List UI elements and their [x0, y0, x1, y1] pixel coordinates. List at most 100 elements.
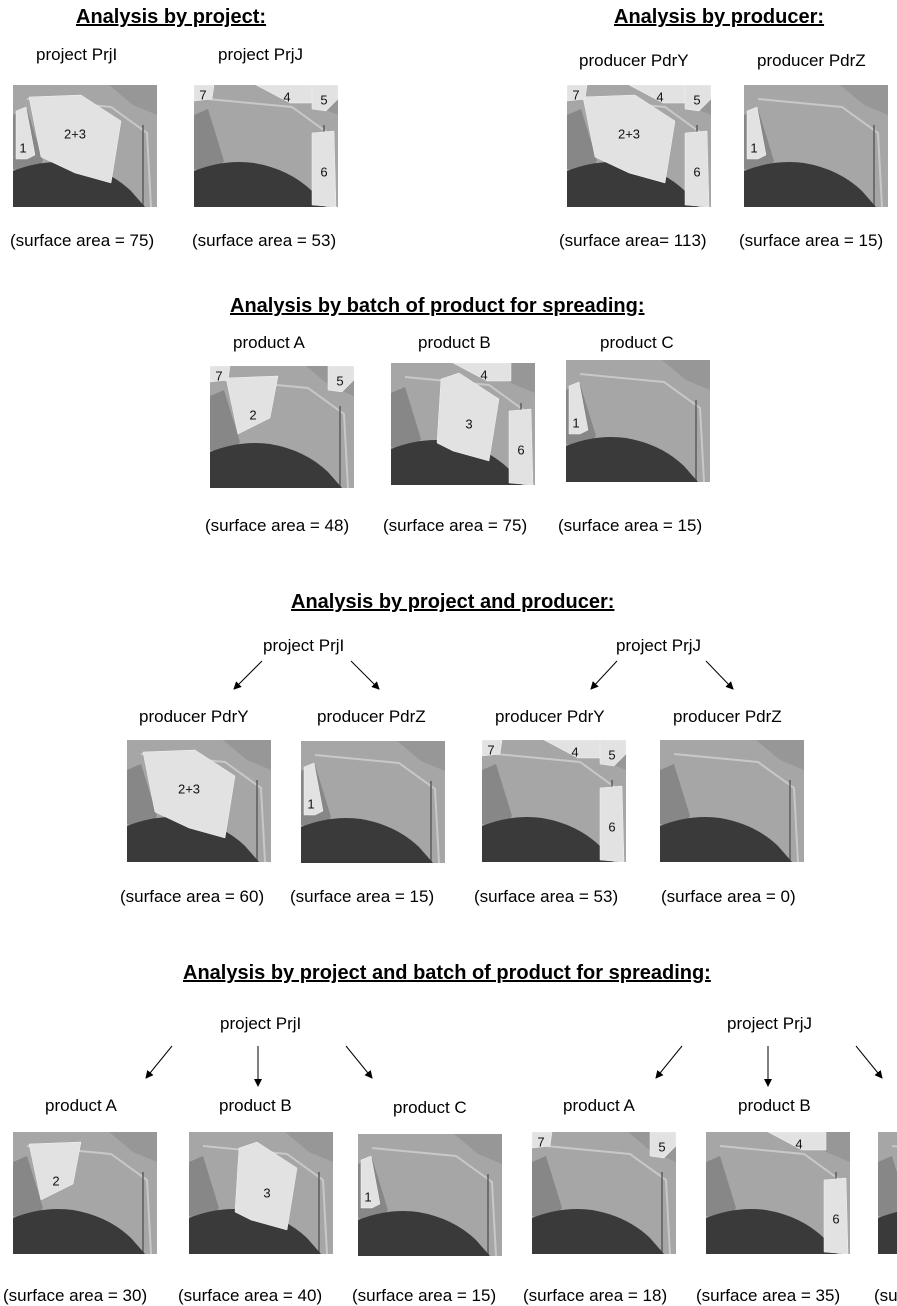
aerial-photo: 1: [566, 360, 710, 482]
label-product-a: product A: [233, 333, 305, 352]
aerial-photo: 4 5 6 7: [482, 740, 626, 862]
parcel-label: 6: [320, 164, 327, 179]
parcel: [210, 366, 231, 383]
title-by-producer: Analysis by producer:: [614, 6, 825, 28]
field-corner: [662, 360, 710, 390]
parcel-label: 4: [283, 89, 290, 104]
parcel: [327, 366, 354, 393]
title-by-batch: Analysis by batch of product for spreadi…: [230, 295, 645, 317]
parcel-label: 6: [693, 164, 700, 179]
parcel-label: 2+3: [64, 126, 86, 141]
parcel: [532, 1132, 553, 1149]
parcel-label: 1: [19, 140, 26, 155]
parcel-map: 2+3: [127, 740, 271, 862]
parcel-label: 2: [52, 1173, 59, 1188]
parcel-label: 6: [608, 819, 615, 834]
parcel-label: 7: [537, 1134, 544, 1149]
road: [673, 753, 799, 862]
aerial-photo: 1: [301, 741, 445, 863]
parcel-map: 1: [744, 85, 888, 207]
parcel-map: [660, 740, 804, 862]
field-strip: [660, 764, 690, 830]
parcel: [142, 749, 236, 839]
parcel-map: 1: [566, 360, 710, 482]
parcel-label: 4: [656, 89, 663, 104]
title-by-project: Analysis by project:: [76, 6, 267, 28]
field-corner: [840, 85, 888, 115]
parcel: [15, 106, 36, 160]
crop-field: [189, 1209, 321, 1254]
label-project-prji: project PrjI: [36, 45, 118, 64]
parcel-label: 7: [199, 87, 206, 102]
parcel-label: 4: [795, 1136, 802, 1151]
surface-area-label: (surface area = 75): [10, 231, 155, 250]
label-group-project-prjj: project PrjJ: [616, 636, 702, 655]
aerial-photo: 1: [358, 1134, 502, 1256]
parcel: [567, 85, 588, 102]
parcel-map: [878, 1132, 897, 1254]
surface-area-label: (surface area = 75): [383, 516, 528, 535]
parcel-label: 4: [480, 367, 487, 382]
parcel-label: 3: [263, 1185, 270, 1200]
arrow: [233, 660, 263, 690]
surface-area-label: (surface area = 53): [474, 887, 619, 906]
field-strip: [706, 1156, 736, 1222]
label-producer-pdry: producer PdrY: [139, 707, 249, 726]
crop-field: [301, 818, 433, 863]
field-strip: [391, 387, 421, 453]
parcel: [360, 1155, 381, 1209]
crop-field: [706, 1209, 838, 1254]
field-strip: [878, 1156, 897, 1222]
parcel-label: 1: [750, 140, 757, 155]
parcel-map: 3 4 6: [391, 363, 535, 485]
aerial-photo: 2+3 4 5 6 7: [567, 85, 711, 207]
label-product-c: product C: [600, 333, 674, 352]
field-corner: [109, 1132, 157, 1162]
aerial-photo: 46: [706, 1132, 850, 1254]
label-producer-pdrz: producer PdrZ: [317, 707, 426, 726]
field-corner: [454, 1134, 502, 1164]
parcel-map: 3: [189, 1132, 333, 1254]
title-by-project-producer: Analysis by project and producer:: [291, 591, 615, 613]
crop-field: [660, 817, 792, 862]
field-strip: [127, 764, 157, 830]
aerial-photo: 57: [532, 1132, 676, 1254]
surface-area-label: (surface area = 15): [290, 887, 435, 906]
parcel: [234, 1141, 298, 1231]
label-group-project-prjj: project PrjJ: [727, 1014, 813, 1033]
aerial-photo: 2+3: [127, 740, 271, 862]
parcel-label: 5: [320, 92, 327, 107]
field-corner: [285, 1132, 333, 1162]
field-strip: [194, 109, 224, 175]
arrow: [145, 1045, 173, 1079]
parcel-label: 5: [336, 373, 343, 388]
label-product-b: product B: [418, 333, 491, 352]
field-strip: [567, 109, 597, 175]
crop-field: [482, 817, 614, 862]
parcel-label: 1: [307, 796, 314, 811]
crop-field: [13, 162, 145, 207]
title-by-project-batch: Analysis by project and batch of product…: [183, 962, 711, 984]
road: [579, 373, 705, 482]
parcel-label: 2+3: [178, 781, 200, 796]
arrow: [350, 660, 380, 690]
surface-area-label: (surface area = 15): [558, 516, 703, 535]
field-corner: [397, 741, 445, 771]
arrow: [655, 1045, 683, 1079]
parcel-label: 3: [465, 416, 472, 431]
parcel-label: 6: [517, 442, 524, 457]
crop-field: [532, 1209, 664, 1254]
surface-area-label: (surface area = 18): [523, 1286, 668, 1305]
label-product-b: product B: [219, 1096, 292, 1115]
parcel: [28, 94, 122, 184]
parcel: [508, 408, 534, 485]
parcel-label: 5: [608, 747, 615, 762]
parcel-label: 2: [249, 407, 256, 422]
surface-area-label: (surface area = 40): [178, 1286, 323, 1305]
parcel: [194, 85, 215, 102]
parcel-label: 4: [571, 744, 578, 759]
aerial-photo: 3 4 6: [391, 363, 535, 485]
parcel-label: 7: [572, 87, 579, 102]
parcel-map: 1: [301, 741, 445, 863]
